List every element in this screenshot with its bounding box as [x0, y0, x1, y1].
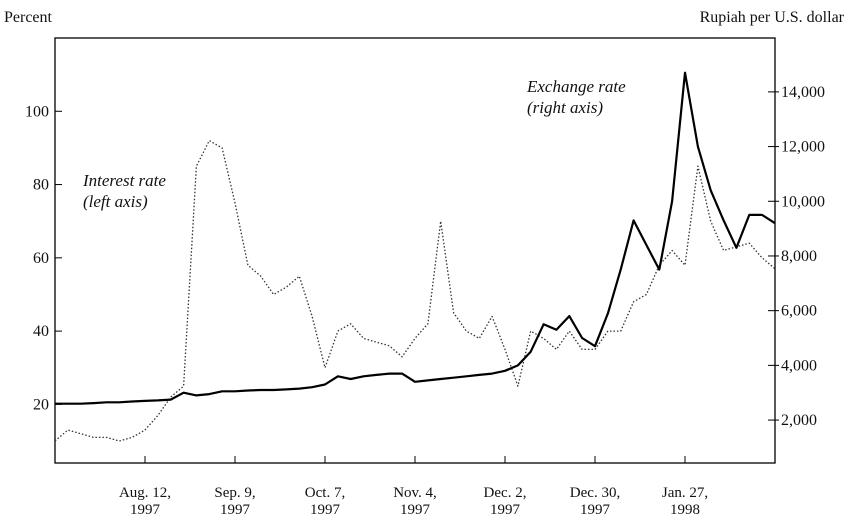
y-tick-label: 80	[33, 177, 49, 194]
y2-tick-label: 12,000	[781, 139, 825, 156]
y2-tick-label: 10,000	[781, 193, 825, 210]
annotation: Exchange rate (right axis)	[527, 77, 626, 117]
y-tick-label: 60	[33, 250, 49, 267]
y2-tick-label: 8,000	[781, 248, 817, 265]
y-tick-label: 20	[33, 396, 49, 413]
x-tick-label: Oct. 7, 1997	[304, 485, 346, 518]
y2-tick-label: 14,000	[781, 84, 825, 101]
y-tick-label: 40	[33, 323, 49, 340]
y2-tick-label: 2,000	[781, 412, 817, 429]
x-tick-label: Dec. 30, 1997	[569, 485, 621, 518]
y2-tick-label: 4,000	[781, 357, 817, 374]
y-tick-label: 100	[25, 103, 49, 120]
x-tick-label: Nov. 4, 1997	[393, 485, 437, 518]
y2-axis-label: Rupiah per U.S. dollar	[700, 9, 845, 26]
x-tick-label: Sep. 9, 1997	[214, 485, 256, 518]
series-line	[55, 71, 776, 405]
annotation: Interest rate (left axis)	[83, 171, 166, 211]
y-axis-label: Percent	[4, 9, 53, 26]
x-tick-label: Dec. 2, 1997	[483, 485, 527, 518]
x-tick-label: Jan. 27, 1998	[661, 485, 709, 518]
x-tick-label: Aug. 12, 1997	[118, 485, 172, 518]
y2-tick-label: 6,000	[781, 303, 817, 320]
